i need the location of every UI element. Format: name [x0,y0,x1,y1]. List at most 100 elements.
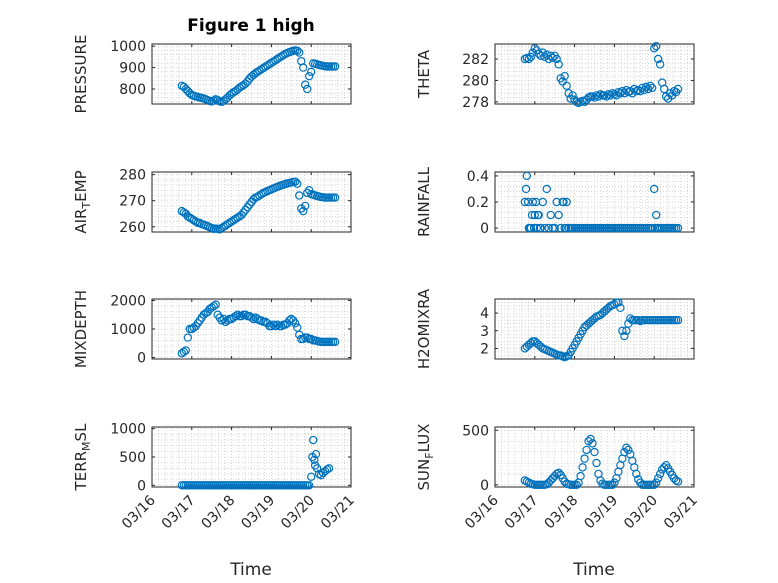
y-tick-label: 500 [119,450,146,466]
subplot-pressure: 800 900 1000 PRESSURE [72,35,352,114]
y-tick-label: 1000 [110,39,146,55]
x-axis-label-right: Time [572,560,615,580]
data-point [310,455,319,465]
data-point [299,334,308,344]
data-point [540,52,549,62]
data-point [556,223,565,233]
data-point [307,67,316,77]
x-tick-label: 03/21 [318,493,358,533]
data-point [530,44,540,53]
data-point [524,54,534,64]
data-point [209,301,218,311]
data-point [653,474,663,483]
x-tick-label: 03/19 [238,493,278,533]
data-point [552,54,561,64]
y-tick-label: 282 [462,52,489,68]
x-tick-label: 03/18 [199,493,239,533]
data-point [209,96,218,105]
y-axis-label: MIXDEPTH [72,290,90,368]
data-point [532,223,541,233]
y-tick-label: 0 [137,351,146,367]
data-point [548,474,557,483]
x-tick-label: 03/18 [542,493,582,533]
data-point [211,300,220,309]
y-tick-label: 0 [480,221,489,237]
data-point [303,84,312,94]
data-point [312,464,322,473]
data-point [293,323,302,332]
data-point [659,84,669,94]
data-point [559,197,568,207]
subplot-mixdepth: 0 1000 2000 MIXDEPTH [72,290,352,368]
data-point [538,48,547,57]
data-point [673,315,683,325]
data-point [301,80,310,89]
data-point [642,82,651,92]
x-tick-label: 03/20 [621,493,661,533]
data-point [648,223,657,233]
data-point [650,184,659,194]
data-point [632,469,641,479]
data-point [590,447,599,457]
data-point [618,86,627,96]
data-point [299,206,308,216]
data-point [578,463,587,472]
subplot-h2omixra: 23 4 H2OMIXRA [415,288,695,369]
data-point [651,478,661,487]
data-point [560,71,569,81]
data-point [614,298,623,307]
data-point [562,81,571,90]
y-axis-label: PRESSURE [72,35,90,114]
data-point [618,326,627,335]
data-point [237,311,246,321]
data-point [213,95,222,105]
x-tick-label: 03/17 [502,493,542,533]
axes-frame [494,426,695,488]
data-point [548,53,557,63]
data-point [528,197,538,207]
data-point [588,439,597,448]
x-tick-label: 03/21 [661,493,701,533]
data-point [330,62,340,71]
data-point [526,338,536,348]
data-point [638,83,647,93]
data-point [267,321,276,331]
y-tick-label: 280 [462,73,489,89]
subplot-rainfall: 0 0.2 0.4 RAINFALL [415,166,695,237]
data-point [584,436,593,446]
x-tick-label: 03/19 [581,493,621,533]
data-point [582,445,591,455]
data-point [586,434,595,444]
data-point [520,197,530,207]
data-point [299,63,308,72]
y-tick-label: 0.2 [467,195,489,211]
figure-title: Figure 1 high [187,16,315,36]
data-point [239,208,248,217]
data-point [311,449,321,459]
data-point [523,197,533,207]
data-point [610,478,619,487]
data-point [307,472,316,482]
data-point [608,480,617,490]
data-point [308,435,318,445]
data-point [616,303,625,313]
data-point [540,223,549,233]
data-point [305,71,314,81]
data-point [521,184,531,194]
data-point [651,41,661,51]
data-point [534,210,543,220]
y-tick-label: 278 [462,95,489,111]
data-point [217,316,226,325]
data-point [568,91,577,100]
data-point [536,223,545,233]
y-tick-label: 0 [480,478,489,494]
data-point [245,200,254,209]
data-point [295,191,304,200]
data-point [303,188,312,198]
y-tick-label: 1000 [110,422,146,438]
data-point [655,469,665,479]
y-tick-label: 280 [119,168,146,184]
data-point [650,480,659,490]
data-point [241,205,250,215]
data-point [237,210,246,220]
